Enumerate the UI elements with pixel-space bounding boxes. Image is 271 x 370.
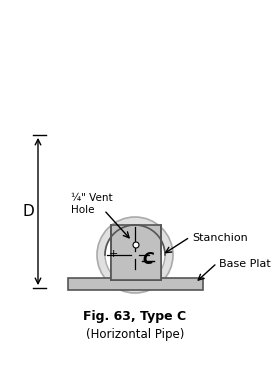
Circle shape xyxy=(105,225,165,285)
Bar xyxy=(111,255,161,280)
Text: +: + xyxy=(108,249,118,259)
Bar xyxy=(111,225,161,280)
Circle shape xyxy=(97,217,173,293)
Text: D: D xyxy=(22,204,34,219)
Text: Fig. 63, Type C: Fig. 63, Type C xyxy=(83,310,186,323)
Text: ¼" Vent
Hole: ¼" Vent Hole xyxy=(71,193,113,215)
Text: C: C xyxy=(142,252,153,267)
Circle shape xyxy=(133,242,139,248)
Text: (Horizontal Pipe): (Horizontal Pipe) xyxy=(86,328,184,341)
Bar xyxy=(68,278,203,290)
Text: Stanchion: Stanchion xyxy=(192,233,248,243)
Text: Base Plate: Base Plate xyxy=(219,259,271,269)
